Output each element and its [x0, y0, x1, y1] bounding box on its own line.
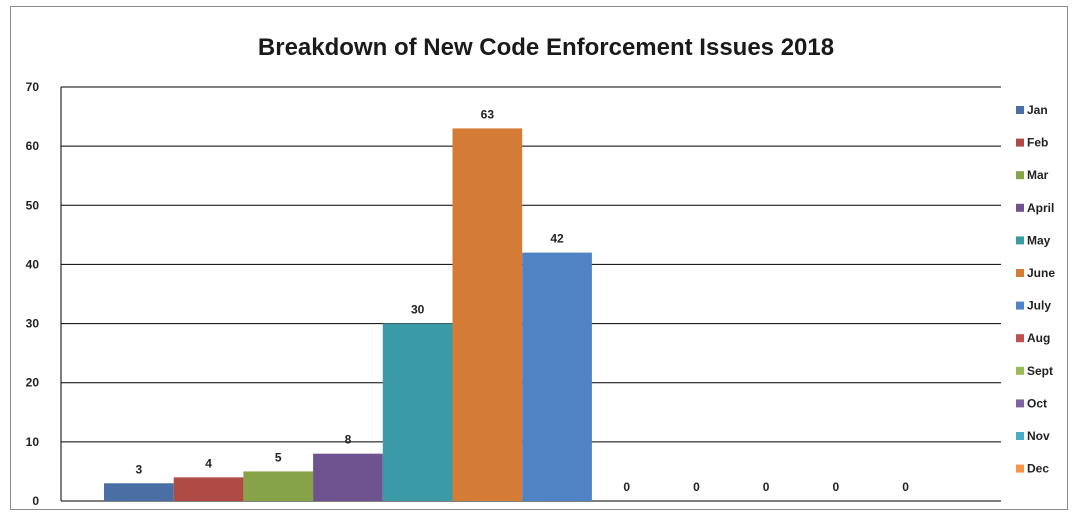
legend-label-jan: Jan [1027, 103, 1048, 117]
y-tick-label: 10 [26, 435, 40, 449]
bar-jan [104, 483, 174, 501]
data-labels: 3 4 5 8 30 63 42 0 0 0 0 0 [136, 107, 910, 494]
y-tick-label: 20 [26, 376, 40, 390]
legend-label-feb: Feb [1027, 136, 1048, 150]
legend-swatch-july [1016, 301, 1024, 310]
data-label-mar: 5 [275, 450, 282, 464]
legend-label-mar: Mar [1027, 168, 1049, 182]
y-tick-label: 30 [26, 317, 40, 331]
legend-label-oct: Oct [1027, 396, 1047, 410]
legend-label-sept: Sept [1027, 364, 1053, 378]
bar-april [313, 453, 383, 501]
y-tick-label: 50 [26, 198, 40, 212]
legend-swatch-june [1016, 269, 1024, 277]
y-tick-label: 40 [26, 257, 40, 271]
data-label-july: 42 [550, 232, 564, 246]
chart-svg: Breakdown of New Code Enforcement Issues… [26, 34, 1056, 508]
data-label-feb: 4 [205, 456, 212, 470]
data-label-sept: 0 [693, 480, 700, 494]
legend: Jan Feb Mar April May June July Aug Sept Oct Nov De… [1016, 103, 1055, 476]
y-tick-label: 0 [32, 494, 39, 508]
legend-label-nov: Nov [1027, 429, 1050, 443]
data-label-june: 63 [481, 107, 495, 121]
legend-label-dec: Dec [1027, 462, 1049, 476]
chart-frame: Breakdown of New Code Enforcement Issues… [10, 6, 1068, 510]
data-label-april: 8 [345, 433, 352, 447]
legend-label-june: June [1027, 266, 1055, 280]
legend-swatch-aug [1016, 334, 1024, 343]
legend-swatch-april [1016, 203, 1024, 212]
legend-swatch-nov [1016, 432, 1024, 440]
legend-swatch-may [1016, 236, 1024, 245]
legend-label-may: May [1027, 233, 1051, 247]
y-axis: 0 10 20 30 40 50 60 70 [26, 80, 62, 508]
bar-feb [173, 477, 244, 501]
data-label-nov: 0 [833, 480, 840, 494]
bar-june [452, 128, 523, 501]
data-label-aug: 0 [623, 480, 630, 494]
y-tick-label: 70 [26, 80, 40, 94]
chart-title: Breakdown of New Code Enforcement Issues… [258, 34, 834, 61]
data-label-dec: 0 [902, 480, 909, 494]
legend-label-april: April [1027, 201, 1054, 215]
data-label-may: 30 [411, 303, 425, 317]
bar-mar [243, 471, 314, 501]
bar-july [522, 252, 592, 501]
legend-swatch-feb [1016, 138, 1024, 147]
bars [104, 128, 592, 501]
data-label-oct: 0 [763, 480, 770, 494]
legend-swatch-dec [1016, 464, 1024, 473]
legend-swatch-oct [1016, 399, 1024, 408]
legend-swatch-sept [1016, 366, 1024, 375]
legend-label-aug: Aug [1027, 331, 1050, 345]
legend-label-july: July [1027, 299, 1051, 313]
y-tick-label: 60 [26, 139, 40, 153]
legend-swatch-mar [1016, 171, 1024, 180]
legend-swatch-jan [1016, 106, 1024, 114]
data-label-jan: 3 [136, 462, 143, 476]
bar-may [382, 323, 453, 501]
